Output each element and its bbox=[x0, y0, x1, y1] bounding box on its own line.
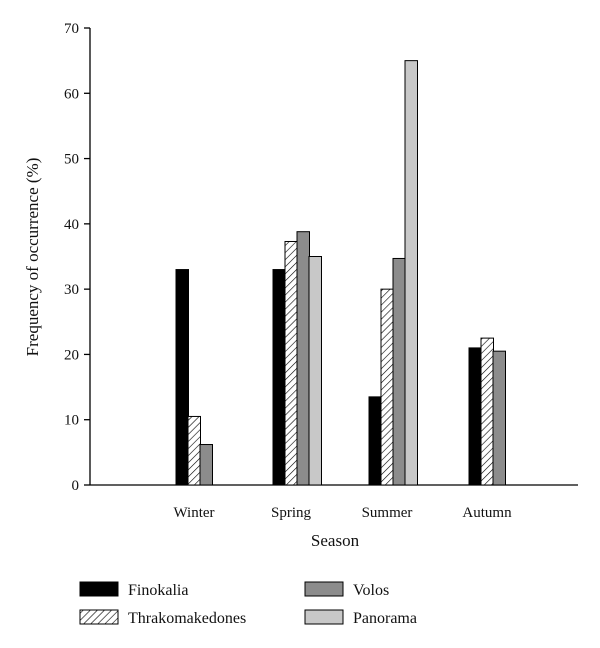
axes: 0 10 20 30 40 50 60 70 bbox=[64, 21, 578, 494]
labels: Season Frequency of occurrence (%) bbox=[23, 158, 360, 550]
legend-label-volos: Volos bbox=[353, 582, 389, 599]
y-tick-label: 0 bbox=[72, 478, 80, 494]
y-tick-label: 40 bbox=[64, 217, 79, 233]
legend-swatch-finokalia bbox=[79, 581, 119, 597]
legend-label-thrakomakedones: Thrakomakedones bbox=[128, 610, 246, 627]
legend: Finokalia Thrakomakedones Volos Panorama bbox=[79, 581, 417, 627]
x-tick-label: Summer bbox=[362, 505, 413, 521]
x-tick-label: Autumn bbox=[462, 505, 512, 521]
legend-label-panorama: Panorama bbox=[353, 610, 417, 627]
x-tick-label: Winter bbox=[173, 505, 214, 521]
bar-thrakomakedones-autumn bbox=[480, 337, 494, 486]
y-tick-label: 70 bbox=[64, 21, 79, 37]
bar-volos-winter bbox=[199, 444, 213, 486]
legend-label-finokalia: Finokalia bbox=[128, 582, 188, 599]
y-axis-title: Frequency of occurrence (%) bbox=[23, 158, 42, 357]
y-tick-label: 30 bbox=[64, 282, 79, 298]
bar-finokalia-autumn bbox=[468, 347, 482, 486]
bar-volos-summer bbox=[392, 257, 406, 486]
bar-volos-autumn bbox=[492, 350, 506, 486]
bar-volos-spring bbox=[296, 231, 310, 486]
y-tick-label: 20 bbox=[64, 347, 79, 363]
x-axis-title: Season bbox=[311, 531, 360, 550]
bar-panorama-spring bbox=[308, 256, 322, 486]
bar-finokalia-winter bbox=[175, 269, 189, 486]
y-tick-label: 50 bbox=[64, 152, 79, 168]
bar-thrakomakedones-summer bbox=[380, 288, 394, 486]
legend-swatch-panorama bbox=[304, 609, 344, 625]
bar-thrakomakedones-winter bbox=[187, 415, 201, 486]
y-tick-label: 60 bbox=[64, 86, 79, 102]
x-tick-label: Spring bbox=[271, 505, 312, 521]
bars: Winter Spring Summer Autumn bbox=[173, 60, 512, 521]
y-tick-label: 10 bbox=[64, 413, 79, 429]
legend-swatch-thrakomakedones bbox=[79, 609, 119, 625]
bar-panorama-summer bbox=[404, 60, 418, 486]
bar-thrakomakedones-spring bbox=[284, 240, 298, 486]
bar-finokalia-summer bbox=[368, 396, 382, 486]
legend-swatch-volos bbox=[304, 581, 344, 597]
bar-finokalia-spring bbox=[272, 269, 286, 486]
